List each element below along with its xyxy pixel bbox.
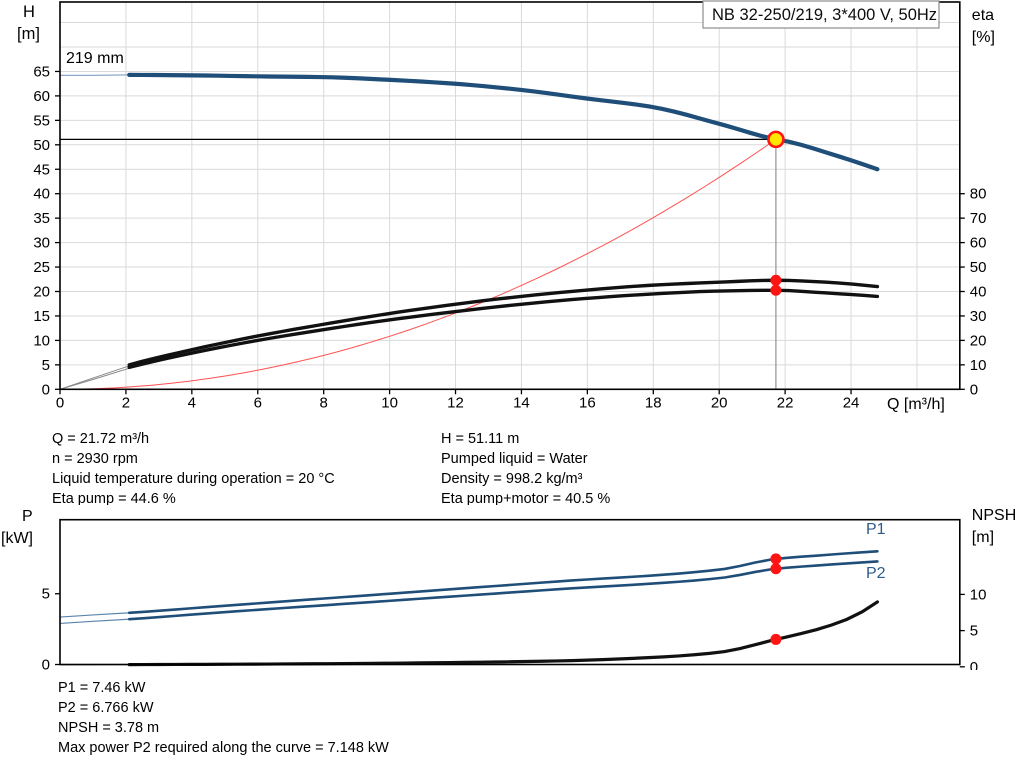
svg-text:10: 10 [970,586,987,603]
svg-text:5: 5 [970,623,978,640]
svg-text:10: 10 [970,357,987,374]
svg-text:P2: P2 [866,565,886,582]
svg-text:0: 0 [56,394,64,411]
svg-text:Q [m³/h]: Q [m³/h] [887,396,945,413]
svg-text:15: 15 [33,308,50,325]
svg-text:50: 50 [970,259,987,276]
svg-text:40: 40 [33,186,50,203]
svg-text:60: 60 [33,88,50,105]
svg-text:[kW]: [kW] [1,530,33,547]
svg-text:35: 35 [33,210,50,227]
svg-text:55: 55 [33,112,50,129]
svg-text:22: 22 [777,394,794,411]
svg-text:8: 8 [320,394,328,411]
svg-text:18: 18 [645,394,662,411]
svg-text:[m]: [m] [972,529,994,546]
svg-text:P: P [22,508,33,525]
svg-text:H: H [23,3,35,21]
svg-text:0: 0 [970,381,978,398]
svg-text:20: 20 [33,284,50,301]
svg-text:0: 0 [970,659,978,670]
svg-text:20: 20 [711,394,728,411]
svg-text:10: 10 [381,394,398,411]
svg-text:65: 65 [33,63,50,80]
svg-text:[m]: [m] [17,25,40,43]
svg-text:eta: eta [972,7,994,24]
svg-text:12: 12 [447,394,464,411]
svg-text:80: 80 [970,186,987,203]
svg-text:0: 0 [42,381,50,398]
svg-text:30: 30 [33,235,50,252]
svg-text:16: 16 [579,394,596,411]
svg-text:4: 4 [188,394,196,411]
svg-text:[%]: [%] [972,29,995,46]
svg-text:60: 60 [970,235,987,252]
svg-text:10: 10 [33,332,50,349]
svg-text:6: 6 [254,394,262,411]
svg-text:25: 25 [33,259,50,276]
svg-text:5: 5 [42,357,50,374]
svg-text:0: 0 [42,657,50,671]
svg-text:2: 2 [122,394,130,411]
svg-text:50: 50 [33,137,50,154]
svg-text:30: 30 [970,308,987,325]
svg-text:NB 32-250/219, 3*400 V, 50Hz: NB 32-250/219, 3*400 V, 50Hz [712,6,937,24]
svg-text:NPSH: NPSH [972,507,1016,524]
svg-text:14: 14 [513,394,530,411]
svg-text:70: 70 [970,210,987,227]
svg-text:20: 20 [970,332,987,349]
svg-text:24: 24 [843,394,860,411]
svg-text:45: 45 [33,161,50,178]
svg-text:P1: P1 [866,521,886,538]
svg-text:219 mm: 219 mm [66,50,124,67]
svg-text:5: 5 [42,586,50,603]
svg-text:40: 40 [970,284,987,301]
